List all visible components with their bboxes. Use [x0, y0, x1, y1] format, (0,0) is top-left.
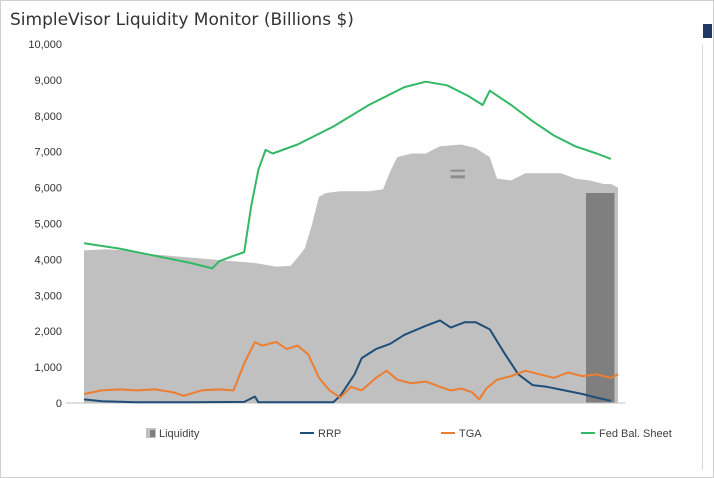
- legend-label: RRP: [318, 428, 341, 440]
- liquidity-area-layer: [84, 144, 618, 403]
- legend-label: Liquidity: [159, 428, 200, 440]
- chart-title: SimpleVisor Liquidity Monitor (Billions …: [10, 10, 354, 30]
- liquidity-texture-band: [450, 175, 465, 179]
- series-lines-layer: [83, 80, 619, 404]
- y-tick-label: 8,000: [34, 111, 62, 123]
- liquidity-area: [84, 144, 618, 403]
- legend: Liquidity RRP TGA Fed Bal. Sheet: [146, 428, 672, 440]
- series-line-rrp: [83, 319, 612, 404]
- legend-label: TGA: [459, 428, 482, 440]
- y-tick-label: 9,000: [34, 75, 62, 87]
- y-tick-label: 0: [56, 398, 62, 410]
- y-tick-label: 2,000: [34, 326, 62, 338]
- y-tick-label: 10,000: [28, 39, 62, 51]
- y-tick-label: 6,000: [34, 183, 62, 195]
- panel-divider: [702, 45, 703, 470]
- series-line-fed-bal-sheet: [83, 80, 612, 270]
- legend-label: Fed Bal. Sheet: [599, 428, 672, 440]
- series-line-tga: [83, 341, 619, 401]
- corner-logo-mark: [703, 24, 712, 38]
- y-tick-label: 4,000: [34, 254, 62, 266]
- liquidity-latest-layer: [586, 193, 615, 403]
- y-tick-label: 7,000: [34, 147, 62, 159]
- y-tick-label: 3,000: [34, 290, 62, 302]
- y-tick-label: 5,000: [34, 219, 62, 231]
- y-tick-labels: 0 1,000 2,000 3,000 4,000 5,000 6,000 7,000 8,00…: [28, 39, 62, 410]
- liquidity-latest-bar: [586, 193, 615, 403]
- liquidity-texture-band: [450, 169, 465, 172]
- legend-swatch-inner: [150, 430, 155, 437]
- y-tick-label: 1,000: [34, 362, 62, 374]
